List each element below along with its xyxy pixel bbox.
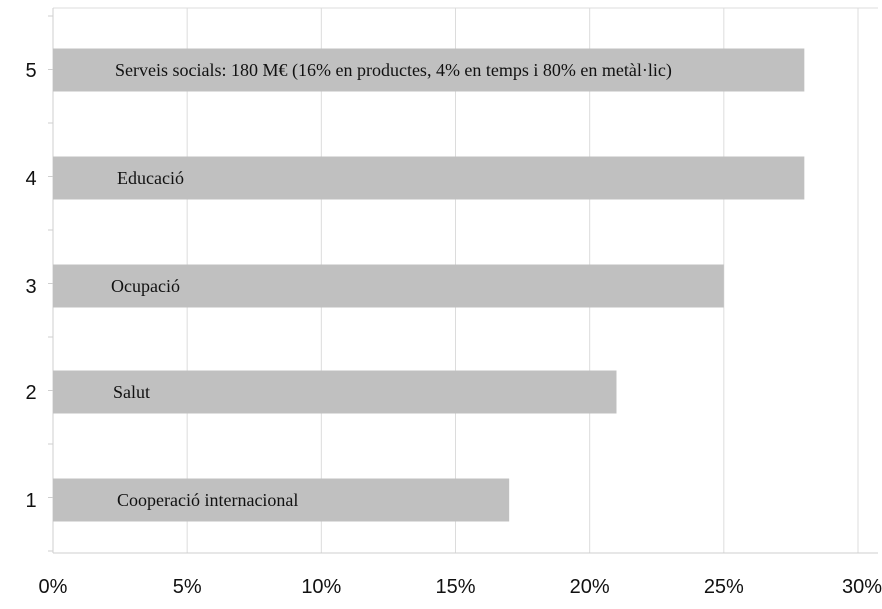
bars: Cooperació internacional Salut Ocupació Edu… [53, 48, 805, 522]
x-tick-label-5pct: 5% [173, 576, 202, 598]
bar-label-3: Ocupació [111, 276, 180, 296]
x-tick-label-30pct: 30% [842, 576, 882, 598]
y-tick-label-5: 5 [25, 60, 36, 82]
bar-5 [53, 48, 805, 92]
x-tick-label-15pct: 15% [435, 576, 475, 598]
bar-label-2: Salut [113, 382, 150, 402]
bar-label-1: Cooperació internacional [117, 490, 298, 510]
x-tick-labels: 0% 5% 10% 15% 20% 25% 30% [39, 576, 882, 598]
bar-3 [53, 264, 724, 308]
y-tick-label-2: 2 [25, 382, 36, 404]
y-tick-labels: 1 2 3 4 5 [25, 60, 36, 512]
y-tick-label-3: 3 [25, 276, 36, 298]
y-tick-label-4: 4 [25, 168, 36, 190]
bar-label-4: Educació [117, 168, 184, 188]
bar-label-5: Serveis socials: 180 M€ (16% en producte… [115, 60, 672, 81]
bar-1 [53, 478, 510, 522]
x-tick-label-0pct: 0% [39, 576, 68, 598]
x-tick-label-25pct: 25% [704, 576, 744, 598]
bar-4 [53, 156, 805, 200]
x-tick-label-10pct: 10% [301, 576, 341, 598]
bar-2 [53, 370, 617, 414]
y-tick-label-1: 1 [25, 490, 36, 512]
x-tick-label-20pct: 20% [570, 576, 610, 598]
